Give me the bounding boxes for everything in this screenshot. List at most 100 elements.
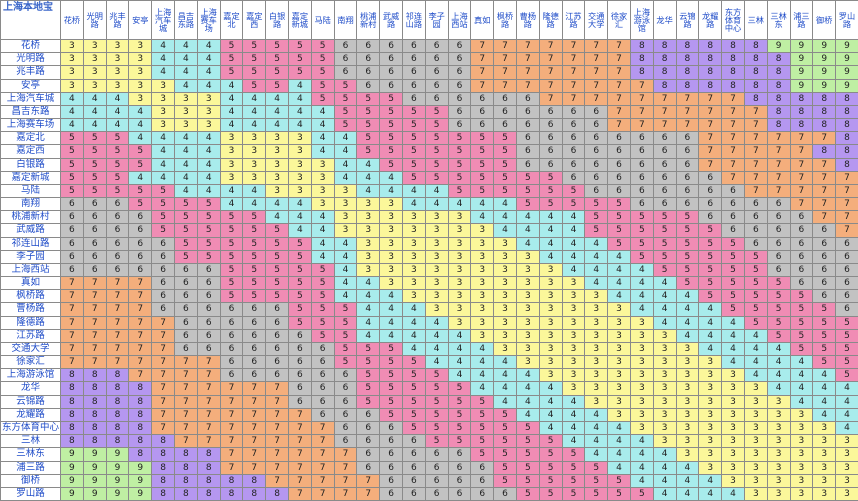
fare-cell: 6 [562,145,585,158]
fare-cell: 4 [494,224,517,237]
fare-cell: 3 [676,421,699,434]
fare-cell: 8 [813,145,836,158]
fare-cell: 6 [448,474,471,487]
fare-cell: 5 [266,237,289,250]
fare-cell: 5 [744,316,767,329]
fare-cell: 3 [516,277,539,290]
fare-cell: 8 [767,92,790,105]
fare-cell: 4 [471,198,494,211]
fare-cell: 7 [61,356,84,369]
fare-cell: 5 [744,303,767,316]
fare-cell: 4 [516,382,539,395]
fare-cell: 5 [220,290,243,303]
fare-cell: 8 [129,421,152,434]
fare-cell: 5 [585,211,608,224]
fare-cell: 6 [722,198,745,211]
fare-cell: 6 [539,158,562,171]
fare-cell: 3 [380,277,403,290]
fare-cell: 4 [448,369,471,382]
fare-cell: 6 [357,435,380,448]
fare-cell: 8 [129,382,152,395]
fare-cell: 5 [836,342,858,355]
fare-cell: 3 [539,369,562,382]
fare-cell: 4 [539,237,562,250]
fare-cell: 6 [630,158,653,171]
fare-cell: 6 [311,408,334,421]
fare-cell: 5 [380,145,403,158]
fare-cell: 7 [562,66,585,79]
fare-cell: 5 [471,171,494,184]
fare-cell: 5 [608,474,631,487]
fare-cell: 4 [562,263,585,276]
fare-cell: 4 [608,461,631,474]
fare-cell: 5 [767,316,790,329]
fare-cell: 8 [129,435,152,448]
fare-cell: 6 [653,145,676,158]
fare-cell: 4 [516,211,539,224]
column-header: 祁连山路 [402,1,425,40]
fare-cell: 3 [767,461,790,474]
fare-cell: 3 [790,408,813,421]
fare-cell: 5 [562,461,585,474]
fare-cell: 3 [790,474,813,487]
fare-cell: 6 [380,40,403,53]
fare-cell: 3 [448,263,471,276]
fare-cell: 4 [767,369,790,382]
fare-cell: 7 [722,119,745,132]
fare-cell: 6 [790,237,813,250]
fare-cell: 5 [288,250,311,263]
fare-cell: 8 [699,66,722,79]
fare-cell: 7 [744,171,767,184]
fare-cell: 6 [448,53,471,66]
fare-cell: 5 [425,158,448,171]
fare-cell: 3 [608,369,631,382]
fare-cell: 7 [585,40,608,53]
fare-cell: 6 [676,145,699,158]
fare-cell: 3 [516,263,539,276]
fare-cell: 6 [61,263,84,276]
fare-cell: 5 [425,408,448,421]
fare-cell: 3 [722,382,745,395]
fare-cell: 4 [630,303,653,316]
fare-cell: 7 [83,316,106,329]
fare-cell: 7 [630,119,653,132]
fare-cell: 6 [152,277,175,290]
fare-cell: 7 [152,382,175,395]
fare-cell: 7 [83,329,106,342]
fare-cell: 5 [539,474,562,487]
fare-cell: 3 [585,316,608,329]
fare-cell: 7 [83,342,106,355]
fare-cell: 6 [152,250,175,263]
fare-cell: 6 [243,356,266,369]
fare-cell: 3 [608,329,631,342]
fare-cell: 6 [288,382,311,395]
fare-cell: 5 [402,132,425,145]
fare-cell: 6 [744,224,767,237]
fare-cell: 8 [61,395,84,408]
fare-cell: 5 [106,132,129,145]
fare-cell: 4 [425,356,448,369]
column-header: 龙华 [653,1,676,40]
row-header: 真如 [1,277,61,290]
fare-cell: 3 [516,356,539,369]
fare-cell: 3 [311,171,334,184]
fare-cell: 7 [243,408,266,421]
fare-cell: 5 [83,158,106,171]
fare-cell: 7 [722,158,745,171]
fare-cell: 3 [699,369,722,382]
fare-cell: 8 [676,53,699,66]
fare-cell: 5 [380,408,403,421]
fare-cell: 6 [220,356,243,369]
fare-cell: 6 [425,40,448,53]
fare-cell: 3 [516,329,539,342]
fare-cell: 4 [516,369,539,382]
column-header: 枫桥路 [494,1,517,40]
fare-cell: 8 [767,79,790,92]
fare-cell: 3 [448,290,471,303]
fare-cell: 3 [722,435,745,448]
fare-cell: 3 [494,277,517,290]
fare-cell: 7 [722,171,745,184]
fare-cell: 7 [174,382,197,395]
